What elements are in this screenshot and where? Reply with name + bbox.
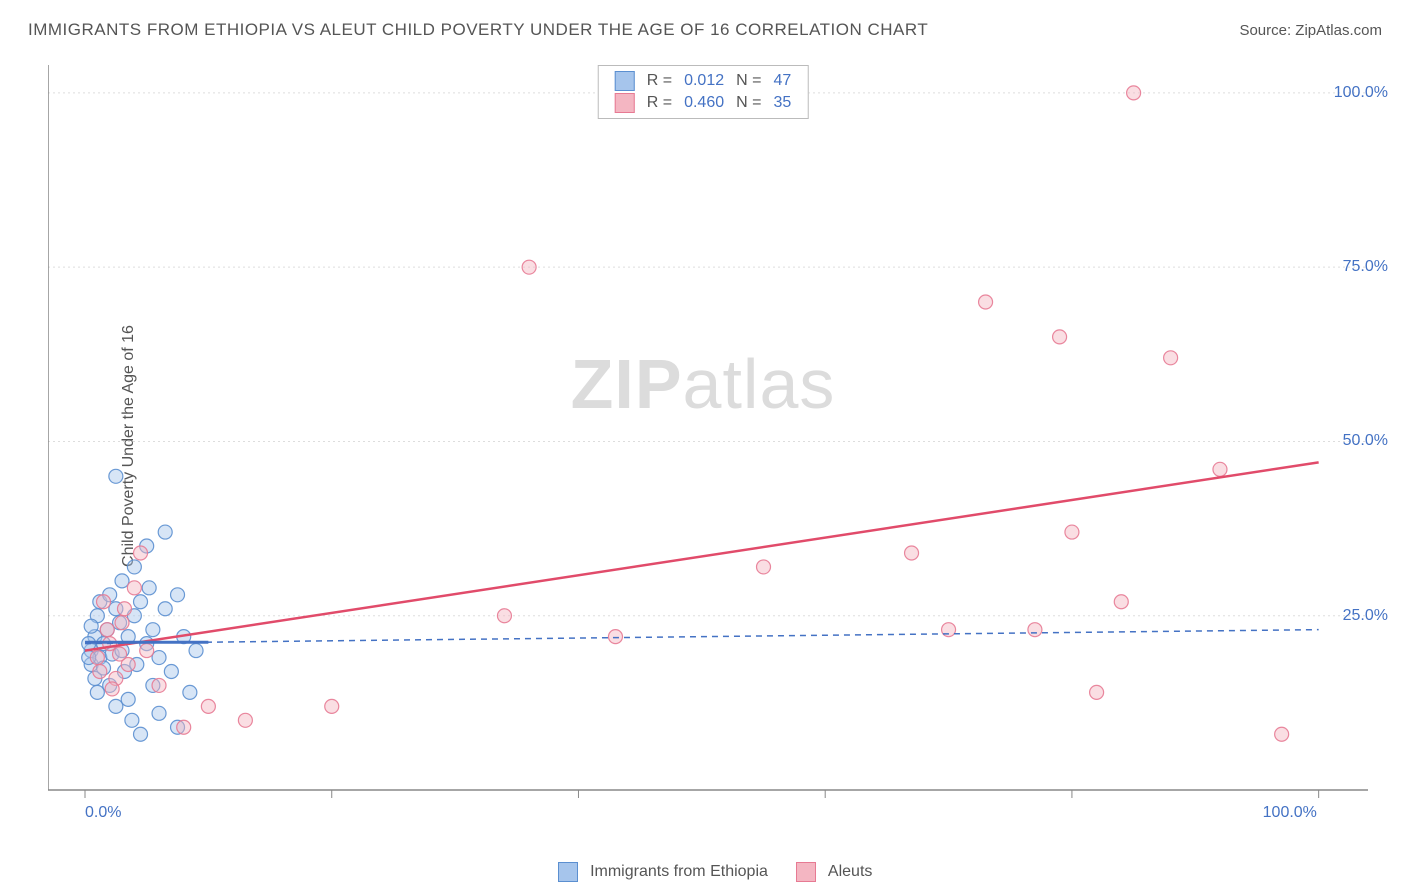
scatter-plot (48, 60, 1368, 830)
y-tick-label: 25.0% (1343, 607, 1388, 625)
chart-container: IMMIGRANTS FROM ETHIOPIA VS ALEUT CHILD … (0, 0, 1406, 892)
legend-label-ethiopia: Immigrants from Ethiopia (590, 863, 768, 880)
x-tick-label: 0.0% (85, 804, 121, 822)
legend-swatch-aleuts (796, 862, 816, 882)
stats-legend: R = 0.012 N = 47 R = 0.460 N = 35 (598, 65, 809, 119)
stats-r-label: R = (641, 70, 678, 92)
stats-r-label: R = (641, 92, 678, 114)
legend-label-aleuts: Aleuts (828, 863, 872, 880)
stats-legend-table: R = 0.012 N = 47 R = 0.460 N = 35 (609, 70, 798, 114)
legend-swatch-ethiopia (558, 862, 578, 882)
stats-r-value: 0.012 (678, 70, 730, 92)
stats-r-value: 0.460 (678, 92, 730, 114)
y-tick-label: 75.0% (1343, 258, 1388, 276)
stats-n-label: N = (730, 92, 767, 114)
series-legend: Immigrants from Ethiopia Aleuts (0, 862, 1406, 882)
legend-swatch-aleuts (615, 93, 635, 113)
stats-legend-row: R = 0.012 N = 47 (609, 70, 798, 92)
y-tick-label: 100.0% (1334, 84, 1388, 102)
legend-swatch-ethiopia (615, 71, 635, 91)
x-tick-label: 100.0% (1263, 804, 1317, 822)
stats-legend-row: R = 0.460 N = 35 (609, 92, 798, 114)
y-tick-label: 50.0% (1343, 432, 1388, 450)
stats-n-value: 47 (767, 70, 797, 92)
chart-title: IMMIGRANTS FROM ETHIOPIA VS ALEUT CHILD … (28, 20, 928, 40)
stats-n-value: 35 (767, 92, 797, 114)
source-attribution: Source: ZipAtlas.com (1239, 22, 1382, 39)
stats-n-label: N = (730, 70, 767, 92)
